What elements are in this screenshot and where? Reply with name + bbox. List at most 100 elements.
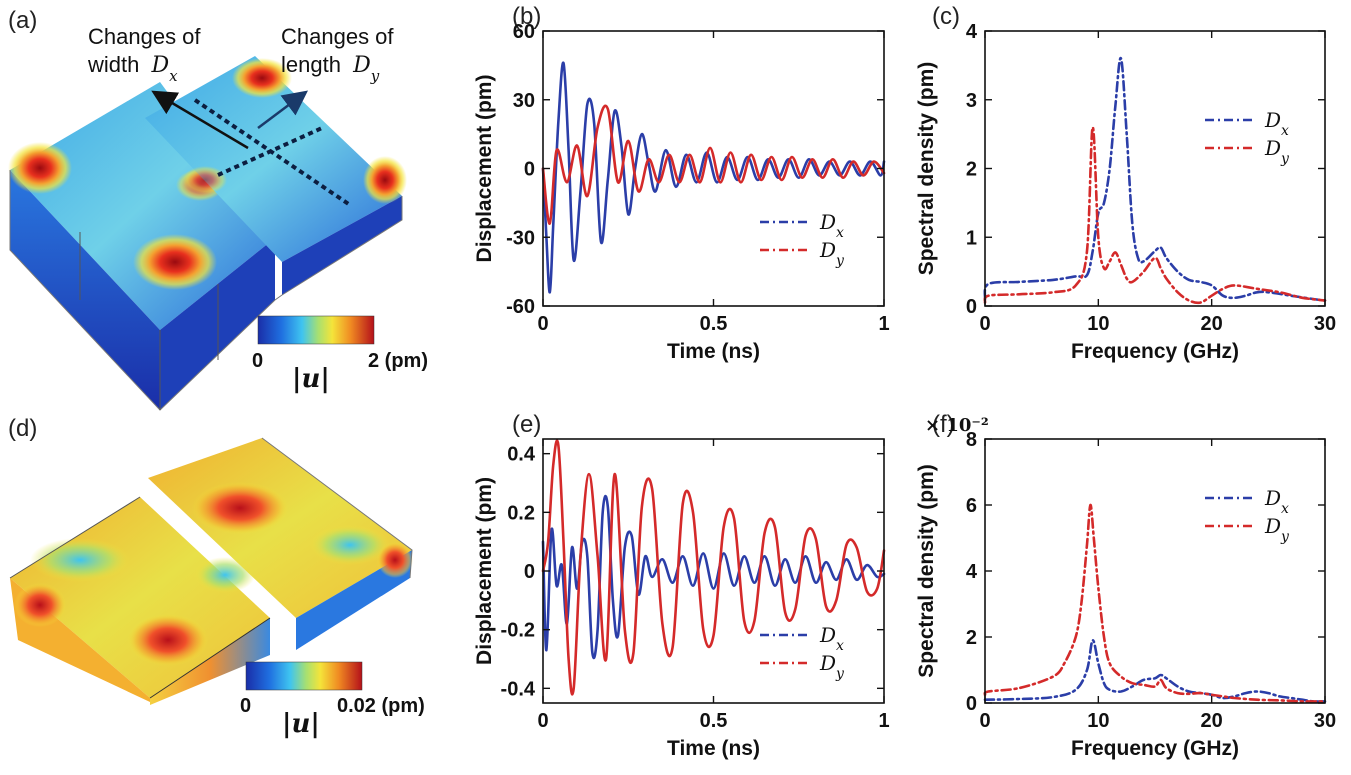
series-line-dx xyxy=(983,57,1327,302)
x-tick-label: 0 xyxy=(537,710,548,732)
legend-label-dy: Dy xyxy=(1264,514,1290,545)
legend-label-dx: Dx xyxy=(1264,486,1289,517)
width-annotation-line1: Changes of xyxy=(88,24,201,49)
x-axis-label: Time (ns) xyxy=(667,737,760,760)
left-block-front-face xyxy=(150,618,270,705)
left-block-left-face xyxy=(10,170,160,410)
colorbar-a-quantity: |𝒖| xyxy=(292,364,330,394)
chart-e: (e) 0 0.5 1 -0.4 -0.2 0 0.2 0.4 Time (ns) Displace… xyxy=(473,411,890,760)
plot-frame xyxy=(984,438,1326,704)
y-tick-label: -0.4 xyxy=(501,678,536,700)
right-block-top-face xyxy=(145,56,402,262)
x-tick-label: 30 xyxy=(1314,710,1336,732)
legend-label-dy: Dy xyxy=(819,238,845,269)
y-axis-label: Displacement (pm) xyxy=(473,75,496,263)
y-tick-label: 1 xyxy=(966,227,977,249)
y-axis-label: Spectral density (pm) xyxy=(915,62,938,276)
series-line-dy xyxy=(983,503,1327,703)
wireframe xyxy=(261,437,413,579)
panel-label: (b) xyxy=(512,3,541,30)
length-annotation-line2: length Dy xyxy=(281,52,380,85)
x-tick-label: 0 xyxy=(537,313,548,335)
width-symbol: Dx xyxy=(150,53,178,85)
y-tick-label: 2 xyxy=(966,159,977,181)
hotspot xyxy=(232,58,292,98)
x-axis-label: Frequency (GHz) xyxy=(1071,340,1239,363)
length-symbol: Dy xyxy=(352,53,380,85)
hotspot xyxy=(8,142,72,194)
x-tick-label: 0 xyxy=(979,313,990,335)
x-tick-label: 10 xyxy=(1087,313,1109,335)
legend-label-dx: Dx xyxy=(819,623,844,654)
y-tick-label: 30 xyxy=(513,90,535,112)
colorbar-a-max: 2 (pm) xyxy=(368,350,428,372)
width-arrow xyxy=(151,90,249,150)
legend-label-dy: Dy xyxy=(819,651,845,682)
colorbar-a-min: 0 xyxy=(252,350,263,372)
hotspot xyxy=(363,156,407,204)
coolspot xyxy=(195,557,255,593)
y-tick-label: 0 xyxy=(966,693,977,715)
colorbar-d-quantity: |𝒖| xyxy=(282,709,320,739)
chart-f: (f) 0 10 20 30 0 2 4 6 8 Frequency (GHz) Spectral d… xyxy=(915,411,1336,760)
length-change-dotted-line xyxy=(217,126,323,177)
x-tick-label: 20 xyxy=(1201,710,1223,732)
right-block-top-face xyxy=(148,438,412,618)
legend-label-dx: Dx xyxy=(1264,108,1289,139)
width-annotation-line2: width Dx xyxy=(87,52,178,85)
series-line-dy xyxy=(541,104,886,225)
series-line-dy xyxy=(541,439,886,696)
panel-a-label: (a) xyxy=(8,7,37,34)
legend-label-dx: Dx xyxy=(819,210,844,241)
hotspot xyxy=(183,166,227,194)
legend-label-dy: Dy xyxy=(1264,136,1290,167)
hotspot xyxy=(128,614,208,666)
y-tick-label: -30 xyxy=(506,227,535,249)
y-tick-label: 4 xyxy=(966,561,978,583)
right-block-front-face xyxy=(296,550,412,650)
y-tick-label: 0 xyxy=(524,159,535,181)
panel-label: (c) xyxy=(932,3,960,30)
length-arrow xyxy=(257,90,308,129)
y-tick-label: 0.2 xyxy=(507,502,535,524)
chart-b: (b) 0 0.5 1 -60 -30 0 30 60 Time (ns) Displacement… xyxy=(473,3,890,363)
y-axis-label: Displacement (pm) xyxy=(473,477,496,665)
coolspot xyxy=(30,538,130,582)
hotspot xyxy=(192,482,288,534)
y-tick-label: 3 xyxy=(966,90,977,112)
x-tick-label: 30 xyxy=(1314,313,1336,335)
coolspot xyxy=(310,525,390,565)
y-tick-label: -0.2 xyxy=(501,620,535,642)
colorbar-d-min: 0 xyxy=(240,695,251,717)
y-axis-label: Spectral density (pm) xyxy=(915,464,938,678)
x-tick-label: 0.5 xyxy=(700,710,728,732)
x-tick-label: 20 xyxy=(1201,313,1223,335)
x-axis-label: Frequency (GHz) xyxy=(1071,737,1239,760)
length-annotation-line1: Changes of xyxy=(281,24,394,49)
y-tick-label: -60 xyxy=(506,296,535,318)
series-line-dx xyxy=(983,638,1327,703)
y-tick-label: 8 xyxy=(966,429,977,451)
y-tick-label: 0 xyxy=(966,296,977,318)
right-block-front-face xyxy=(282,196,402,295)
plot-frame xyxy=(542,30,885,307)
colorbar-a xyxy=(257,315,375,345)
series-line-dy xyxy=(983,125,1327,305)
colorbar-d xyxy=(245,661,363,691)
panel-d: (d) 0 0.02 (pm) |𝒖| xyxy=(8,415,425,739)
wireframe xyxy=(9,170,403,411)
y-tick-label: 60 xyxy=(513,21,535,43)
x-tick-label: 1 xyxy=(878,710,889,732)
y-tick-label: 0 xyxy=(524,561,535,583)
y-tick-label: 0.4 xyxy=(507,444,536,466)
wireframe xyxy=(9,496,141,579)
chart-c: (c) 0 10 20 30 0 1 2 3 4 Frequency (GHz) Spectral d… xyxy=(915,3,1336,363)
x-tick-label: 0.5 xyxy=(700,313,728,335)
panel-label: (e) xyxy=(512,411,541,438)
x-tick-label: 0 xyxy=(979,710,990,732)
y-tick-label: 2 xyxy=(966,627,977,649)
x-axis-label: Time (ns) xyxy=(667,340,760,363)
wireframe xyxy=(149,617,271,699)
y-tick-label: 6 xyxy=(966,495,977,517)
